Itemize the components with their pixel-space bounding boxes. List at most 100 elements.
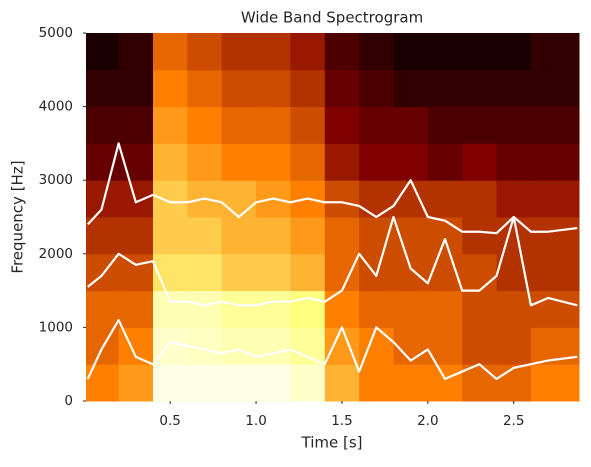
heatmap-cell (393, 253, 429, 292)
heatmap-cell (462, 180, 498, 218)
heatmap-cell (324, 106, 360, 144)
heatmap-cell (324, 180, 360, 218)
heatmap-cell (290, 33, 326, 71)
y-axis-label: Frequency [Hz] (9, 160, 27, 273)
heatmap-cell (359, 290, 394, 328)
heatmap-cell (256, 69, 291, 108)
heatmap-cell (86, 106, 120, 144)
x-tick-label: 2.5 (503, 413, 524, 429)
heatmap-cell (496, 143, 532, 181)
heatmap-cell (152, 290, 188, 328)
heatmap-cell (86, 290, 120, 328)
formant-line (86, 142, 578, 235)
heatmap-cell (530, 217, 580, 255)
heatmap-cell (187, 106, 223, 144)
y-tick-label: 4000 (39, 99, 73, 115)
heatmap-cell (256, 253, 291, 292)
y-tick-label: 1000 (39, 319, 73, 335)
heatmap-cell (290, 290, 326, 328)
heatmap-cell (530, 253, 580, 292)
heatmap-cell (187, 290, 223, 328)
heatmap-cell (359, 69, 394, 108)
x-axis-label: Time [s] (301, 434, 363, 452)
heatmap-cell (256, 290, 291, 328)
y-tick-label: 2000 (39, 246, 73, 262)
heatmap-cell (530, 364, 580, 402)
heatmap-cell (530, 143, 580, 181)
heatmap-cell (221, 253, 257, 292)
x-tick-label: 0.5 (159, 413, 180, 429)
heatmap-cell (427, 33, 463, 71)
heatmap-cell (118, 180, 154, 218)
heatmap-cell (462, 327, 498, 365)
y-tick-label: 5000 (39, 25, 73, 41)
heatmap-cell (530, 33, 580, 71)
heatmap-cell (496, 33, 532, 71)
heatmap-cell (496, 290, 532, 328)
heatmap-cell (393, 290, 429, 328)
heatmap-cell (462, 106, 498, 144)
heatmap-cell (427, 364, 463, 402)
chart-title: Wide Band Spectrogram (241, 9, 423, 27)
heatmap-cell (290, 217, 326, 255)
heatmap-cell (359, 143, 394, 181)
heatmap-cell (393, 69, 429, 108)
y-tick-label: 3000 (39, 172, 73, 188)
heatmap-cell (496, 180, 532, 218)
heatmap-cell (118, 253, 154, 292)
heatmap-cell (496, 69, 532, 108)
heatmap-cell (187, 143, 223, 181)
heatmap-cell (118, 364, 154, 402)
heatmap-cell (290, 106, 326, 144)
heatmap-cell (290, 364, 326, 402)
heatmap-cell (221, 33, 257, 71)
heatmap-cell (86, 217, 120, 255)
heatmap-cell (118, 69, 154, 108)
heatmap-cell (427, 143, 463, 181)
heatmap-cell (496, 327, 532, 365)
heatmap-cell (86, 180, 120, 218)
heatmap-cell (530, 106, 580, 144)
heatmap-cell (86, 69, 120, 108)
heatmap-cell (393, 364, 429, 402)
heatmap-cell (152, 33, 188, 71)
heatmap-cell (324, 253, 360, 292)
formant-line (86, 318, 578, 381)
heatmap-cell (462, 143, 498, 181)
heatmap-cell (324, 290, 360, 328)
heatmap-cell (256, 327, 291, 365)
heatmap-cell (187, 217, 223, 255)
plot-area: 0.5 1.0 1.5 2.0 2.5 0 1000 2000 3000 4000 5000 (39, 25, 580, 429)
heatmap-cell (256, 364, 291, 402)
heatmap-cell (462, 33, 498, 71)
heatmap-cell (290, 69, 326, 108)
heatmap-cell (324, 217, 360, 255)
x-tick-label: 2.0 (417, 413, 438, 429)
heatmap-cell (427, 106, 463, 144)
heatmap-cell (393, 327, 429, 365)
heatmap-cell (256, 106, 291, 144)
heatmap-cell (221, 364, 257, 402)
heatmap-cell (221, 290, 257, 328)
heatmap-cell (86, 33, 120, 71)
heatmap-cell (221, 327, 257, 365)
heatmap-cell (530, 180, 580, 218)
heatmap-cell (152, 69, 188, 108)
heatmap-cell (256, 33, 291, 71)
heatmap-cell (290, 143, 326, 181)
heatmap-cell (152, 364, 188, 402)
heatmap-cell (152, 143, 188, 181)
heatmap-cell (393, 106, 429, 144)
heatmap-cell (462, 217, 498, 255)
heatmap-cell (118, 290, 154, 328)
x-tick-label: 1.0 (245, 413, 266, 429)
heatmap-cell (324, 69, 360, 108)
heatmap-cell (324, 143, 360, 181)
heatmap-cell (496, 364, 532, 402)
heatmap-cell (290, 327, 326, 365)
heatmap-cell (221, 69, 257, 108)
heatmap-cell (290, 253, 326, 292)
heatmap-cell (393, 143, 429, 181)
heatmap-cell (221, 106, 257, 144)
